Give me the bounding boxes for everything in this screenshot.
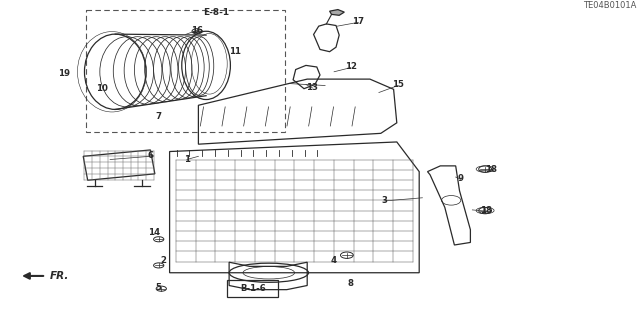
Text: 6: 6 xyxy=(147,151,154,160)
Text: 1: 1 xyxy=(184,155,190,164)
Text: 7: 7 xyxy=(156,112,162,121)
Text: 17: 17 xyxy=(353,17,364,26)
Polygon shape xyxy=(330,10,344,15)
Text: 18: 18 xyxy=(486,165,497,174)
Text: 14: 14 xyxy=(148,228,159,237)
Text: B-1-6: B-1-6 xyxy=(240,284,266,293)
Text: E-8-1: E-8-1 xyxy=(204,8,229,17)
Text: 11: 11 xyxy=(230,47,241,56)
Text: 5: 5 xyxy=(156,283,162,292)
Text: 16: 16 xyxy=(191,26,203,35)
Text: 4: 4 xyxy=(331,256,337,265)
Text: 19: 19 xyxy=(58,69,70,78)
Text: FR.: FR. xyxy=(50,271,69,281)
Text: 9: 9 xyxy=(458,174,464,183)
Text: 2: 2 xyxy=(160,256,166,265)
Text: 12: 12 xyxy=(345,63,356,71)
Text: 10: 10 xyxy=(97,84,108,93)
Text: 3: 3 xyxy=(381,196,387,205)
Text: 18: 18 xyxy=(481,206,492,215)
Text: 13: 13 xyxy=(307,83,318,92)
Text: 8: 8 xyxy=(348,279,354,288)
Text: 15: 15 xyxy=(392,80,404,89)
Text: TE04B0101A: TE04B0101A xyxy=(584,1,637,10)
